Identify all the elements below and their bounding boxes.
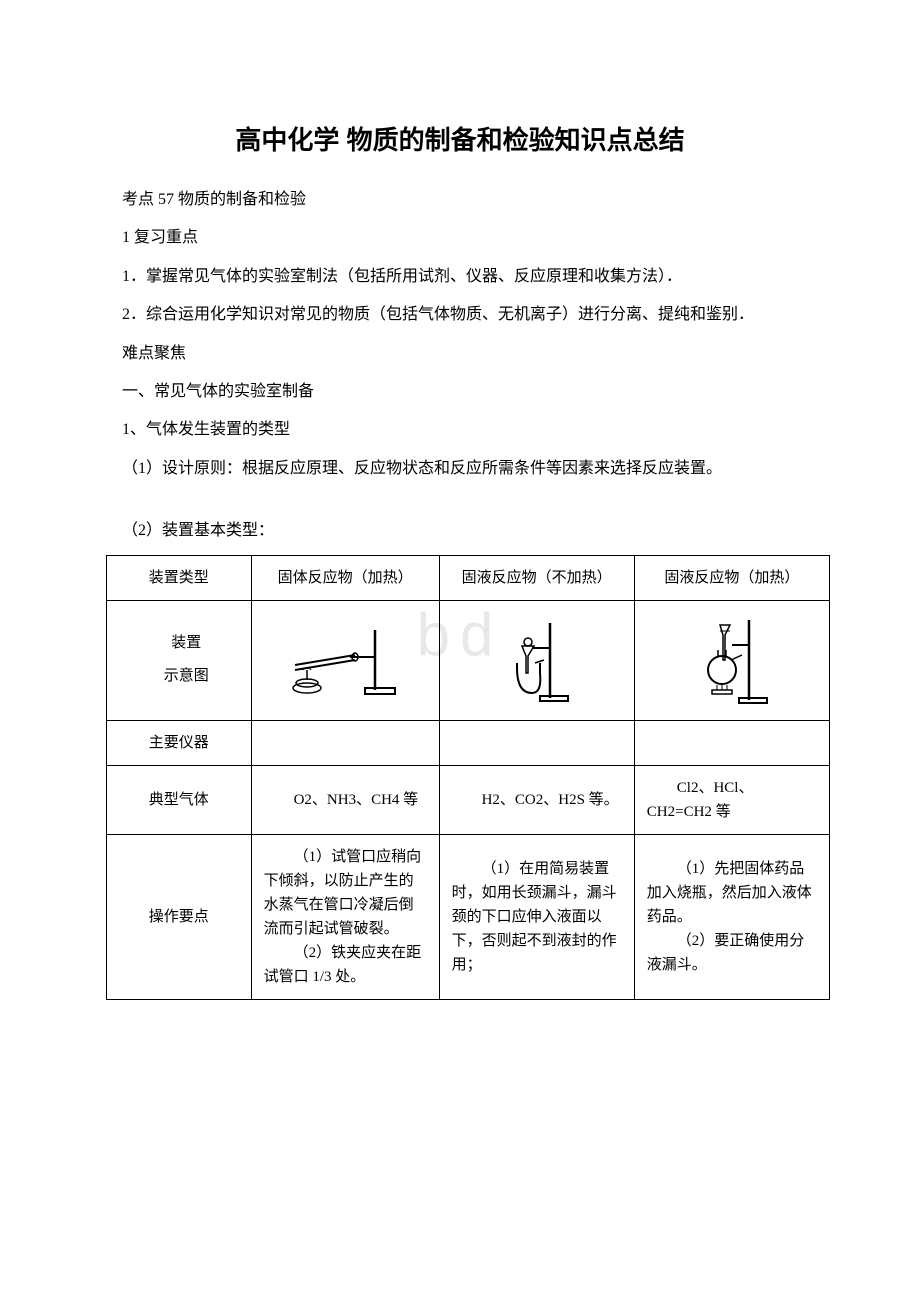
table-row: 主要仪器 <box>107 720 830 765</box>
operation-2: （1）在用简易装置时，如用长颈漏斗，漏斗颈的下口应伸入液面以下，否则起不到液封的… <box>452 857 622 977</box>
operation-3a: （1）先把固体药品加入烧瓶，然后加入液体药品。 <box>647 857 817 929</box>
page-title: 高中化学 物质的制备和检验知识点总结 <box>90 120 830 157</box>
table-cell-diagram-2 <box>439 600 634 720</box>
intro-p8: （1）设计原则：根据反应原理、反应物状态和反应所需条件等因素来选择反应装置。 <box>90 454 830 484</box>
table-header-solid-liquid-heat: 固液反应物（加热） <box>634 555 829 600</box>
diagram-label-a: 装置 <box>171 635 201 651</box>
intro-p6: 一、常见气体的实验室制备 <box>90 377 830 407</box>
table-row: 装置 示意图 <box>107 600 830 720</box>
table-cell-gases-2: H2、CO2、H2S 等。 <box>439 765 634 834</box>
table-cell-gases-3: Cl2、HCl、CH2=CH2 等 <box>634 765 829 834</box>
apparatus-solid-liquid-noheat-icon <box>492 618 582 703</box>
apparatus-solid-heat-icon <box>285 620 405 700</box>
gases-2-text: H2、CO2、H2S 等。 <box>452 788 622 812</box>
table-cell-operation-label: 操作要点 <box>107 834 252 999</box>
operation-1b: （2）铁夹应夹在距试管口 1/3 处。 <box>264 941 427 989</box>
apparatus-solid-liquid-heat-icon <box>687 615 777 705</box>
intro-p2: 1 复习重点 <box>90 223 830 253</box>
table-cell-instruments-2 <box>439 720 634 765</box>
table-header-solid-liquid-noheat: 固液反应物（不加热） <box>439 555 634 600</box>
table-cell-instruments-label: 主要仪器 <box>107 720 252 765</box>
intro-p5: 难点聚焦 <box>90 339 830 369</box>
intro-p3: 1．掌握常见气体的实验室制法（包括所用试剂、仪器、反应原理和收集方法）． <box>90 262 830 292</box>
gases-1-text: O2、NH3、CH4 等 <box>264 788 427 812</box>
table-cell-instruments-1 <box>251 720 439 765</box>
spacer <box>90 492 830 516</box>
table-cell-diagram-1 <box>251 600 439 720</box>
intro-p7: 1、气体发生装置的类型 <box>90 415 830 445</box>
intro-p9: （2）装置基本类型： <box>90 516 830 546</box>
intro-p1: 考点 57 物质的制备和检验 <box>90 185 830 215</box>
gases-3-text: Cl2、HCl、CH2=CH2 等 <box>647 776 817 824</box>
table-cell-gases-label: 典型气体 <box>107 765 252 834</box>
table-cell-diagram-3 <box>634 600 829 720</box>
table-header-type: 装置类型 <box>107 555 252 600</box>
table-row: 典型气体 O2、NH3、CH4 等 H2、CO2、H2S 等。 Cl2、HCl、… <box>107 765 830 834</box>
operation-1a: （1）试管口应稍向下倾斜，以防止产生的水蒸气在管口冷凝后倒流而引起试管破裂。 <box>264 845 427 941</box>
table-row: 装置类型 固体反应物（加热） 固液反应物（不加热） 固液反应物（加热） <box>107 555 830 600</box>
table-row: 操作要点 （1）试管口应稍向下倾斜，以防止产生的水蒸气在管口冷凝后倒流而引起试管… <box>107 834 830 999</box>
table-cell-instruments-3 <box>634 720 829 765</box>
table-cell-diagram-label: 装置 示意图 <box>107 600 252 720</box>
table-header-solid: 固体反应物（加热） <box>251 555 439 600</box>
table-cell-operation-1: （1）试管口应稍向下倾斜，以防止产生的水蒸气在管口冷凝后倒流而引起试管破裂。 （… <box>251 834 439 999</box>
table-cell-operation-2: （1）在用简易装置时，如用长颈漏斗，漏斗颈的下口应伸入液面以下，否则起不到液封的… <box>439 834 634 999</box>
diagram-label-b: 示意图 <box>164 668 209 684</box>
table-cell-gases-1: O2、NH3、CH4 等 <box>251 765 439 834</box>
operation-3b: （2）要正确使用分液漏斗。 <box>647 929 817 977</box>
intro-p4: 2．综合运用化学知识对常见的物质（包括气体物质、无机离子）进行分离、提纯和鉴别． <box>90 300 830 330</box>
table-cell-operation-3: （1）先把固体药品加入烧瓶，然后加入液体药品。 （2）要正确使用分液漏斗。 <box>634 834 829 999</box>
apparatus-table: 装置类型 固体反应物（加热） 固液反应物（不加热） 固液反应物（加热） 装置 示… <box>106 555 830 1000</box>
